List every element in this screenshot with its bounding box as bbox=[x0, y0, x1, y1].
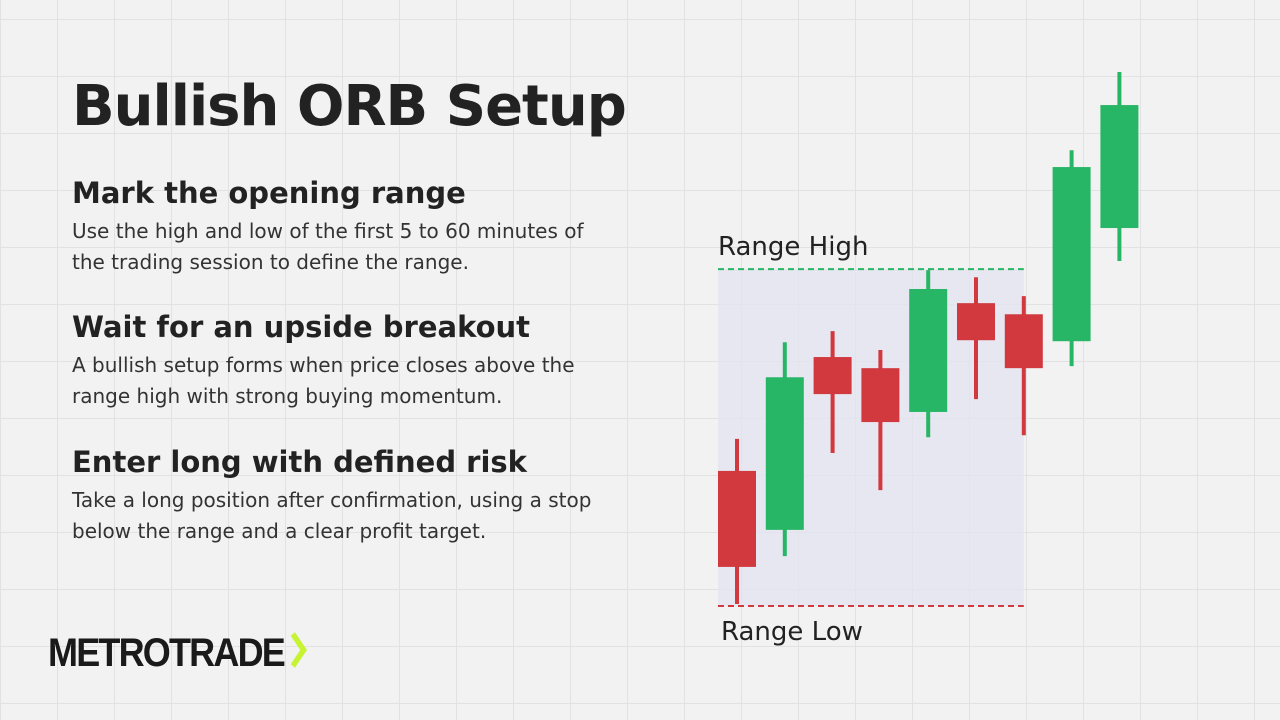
step-text: Use the high and low of the first 5 to 6… bbox=[72, 219, 584, 274]
brand-name: METROTRADE bbox=[48, 631, 286, 675]
step-heading: Mark the opening range bbox=[72, 176, 466, 210]
step-text: A bullish setup forms when price closes … bbox=[72, 353, 575, 408]
candle-body bbox=[718, 470, 756, 567]
step-text: Take a long position after confirmation,… bbox=[72, 488, 592, 543]
brand: METROTRADE bbox=[48, 630, 311, 676]
candle-body bbox=[957, 303, 995, 341]
brand-chevron bbox=[290, 632, 308, 668]
step: Wait for an upside breakout A bullish se… bbox=[72, 310, 612, 412]
step: Mark the opening range Use the high and … bbox=[72, 176, 612, 278]
candle-body bbox=[765, 377, 804, 530]
title: Bullish ORB Setup bbox=[72, 74, 627, 139]
range-low-label: Range Low bbox=[721, 617, 863, 647]
step-heading: Enter long with defined risk bbox=[72, 445, 527, 479]
candle-body bbox=[861, 368, 900, 423]
candle-body bbox=[1100, 105, 1139, 229]
candle-body bbox=[909, 289, 948, 412]
candle-body bbox=[813, 357, 852, 395]
range-high-label: Range High bbox=[718, 232, 868, 262]
step: Enter long with defined risk Take a long… bbox=[72, 445, 612, 547]
step-heading: Wait for an upside breakout bbox=[72, 310, 531, 344]
candle-body bbox=[1004, 314, 1043, 369]
candle-body bbox=[1052, 167, 1091, 342]
